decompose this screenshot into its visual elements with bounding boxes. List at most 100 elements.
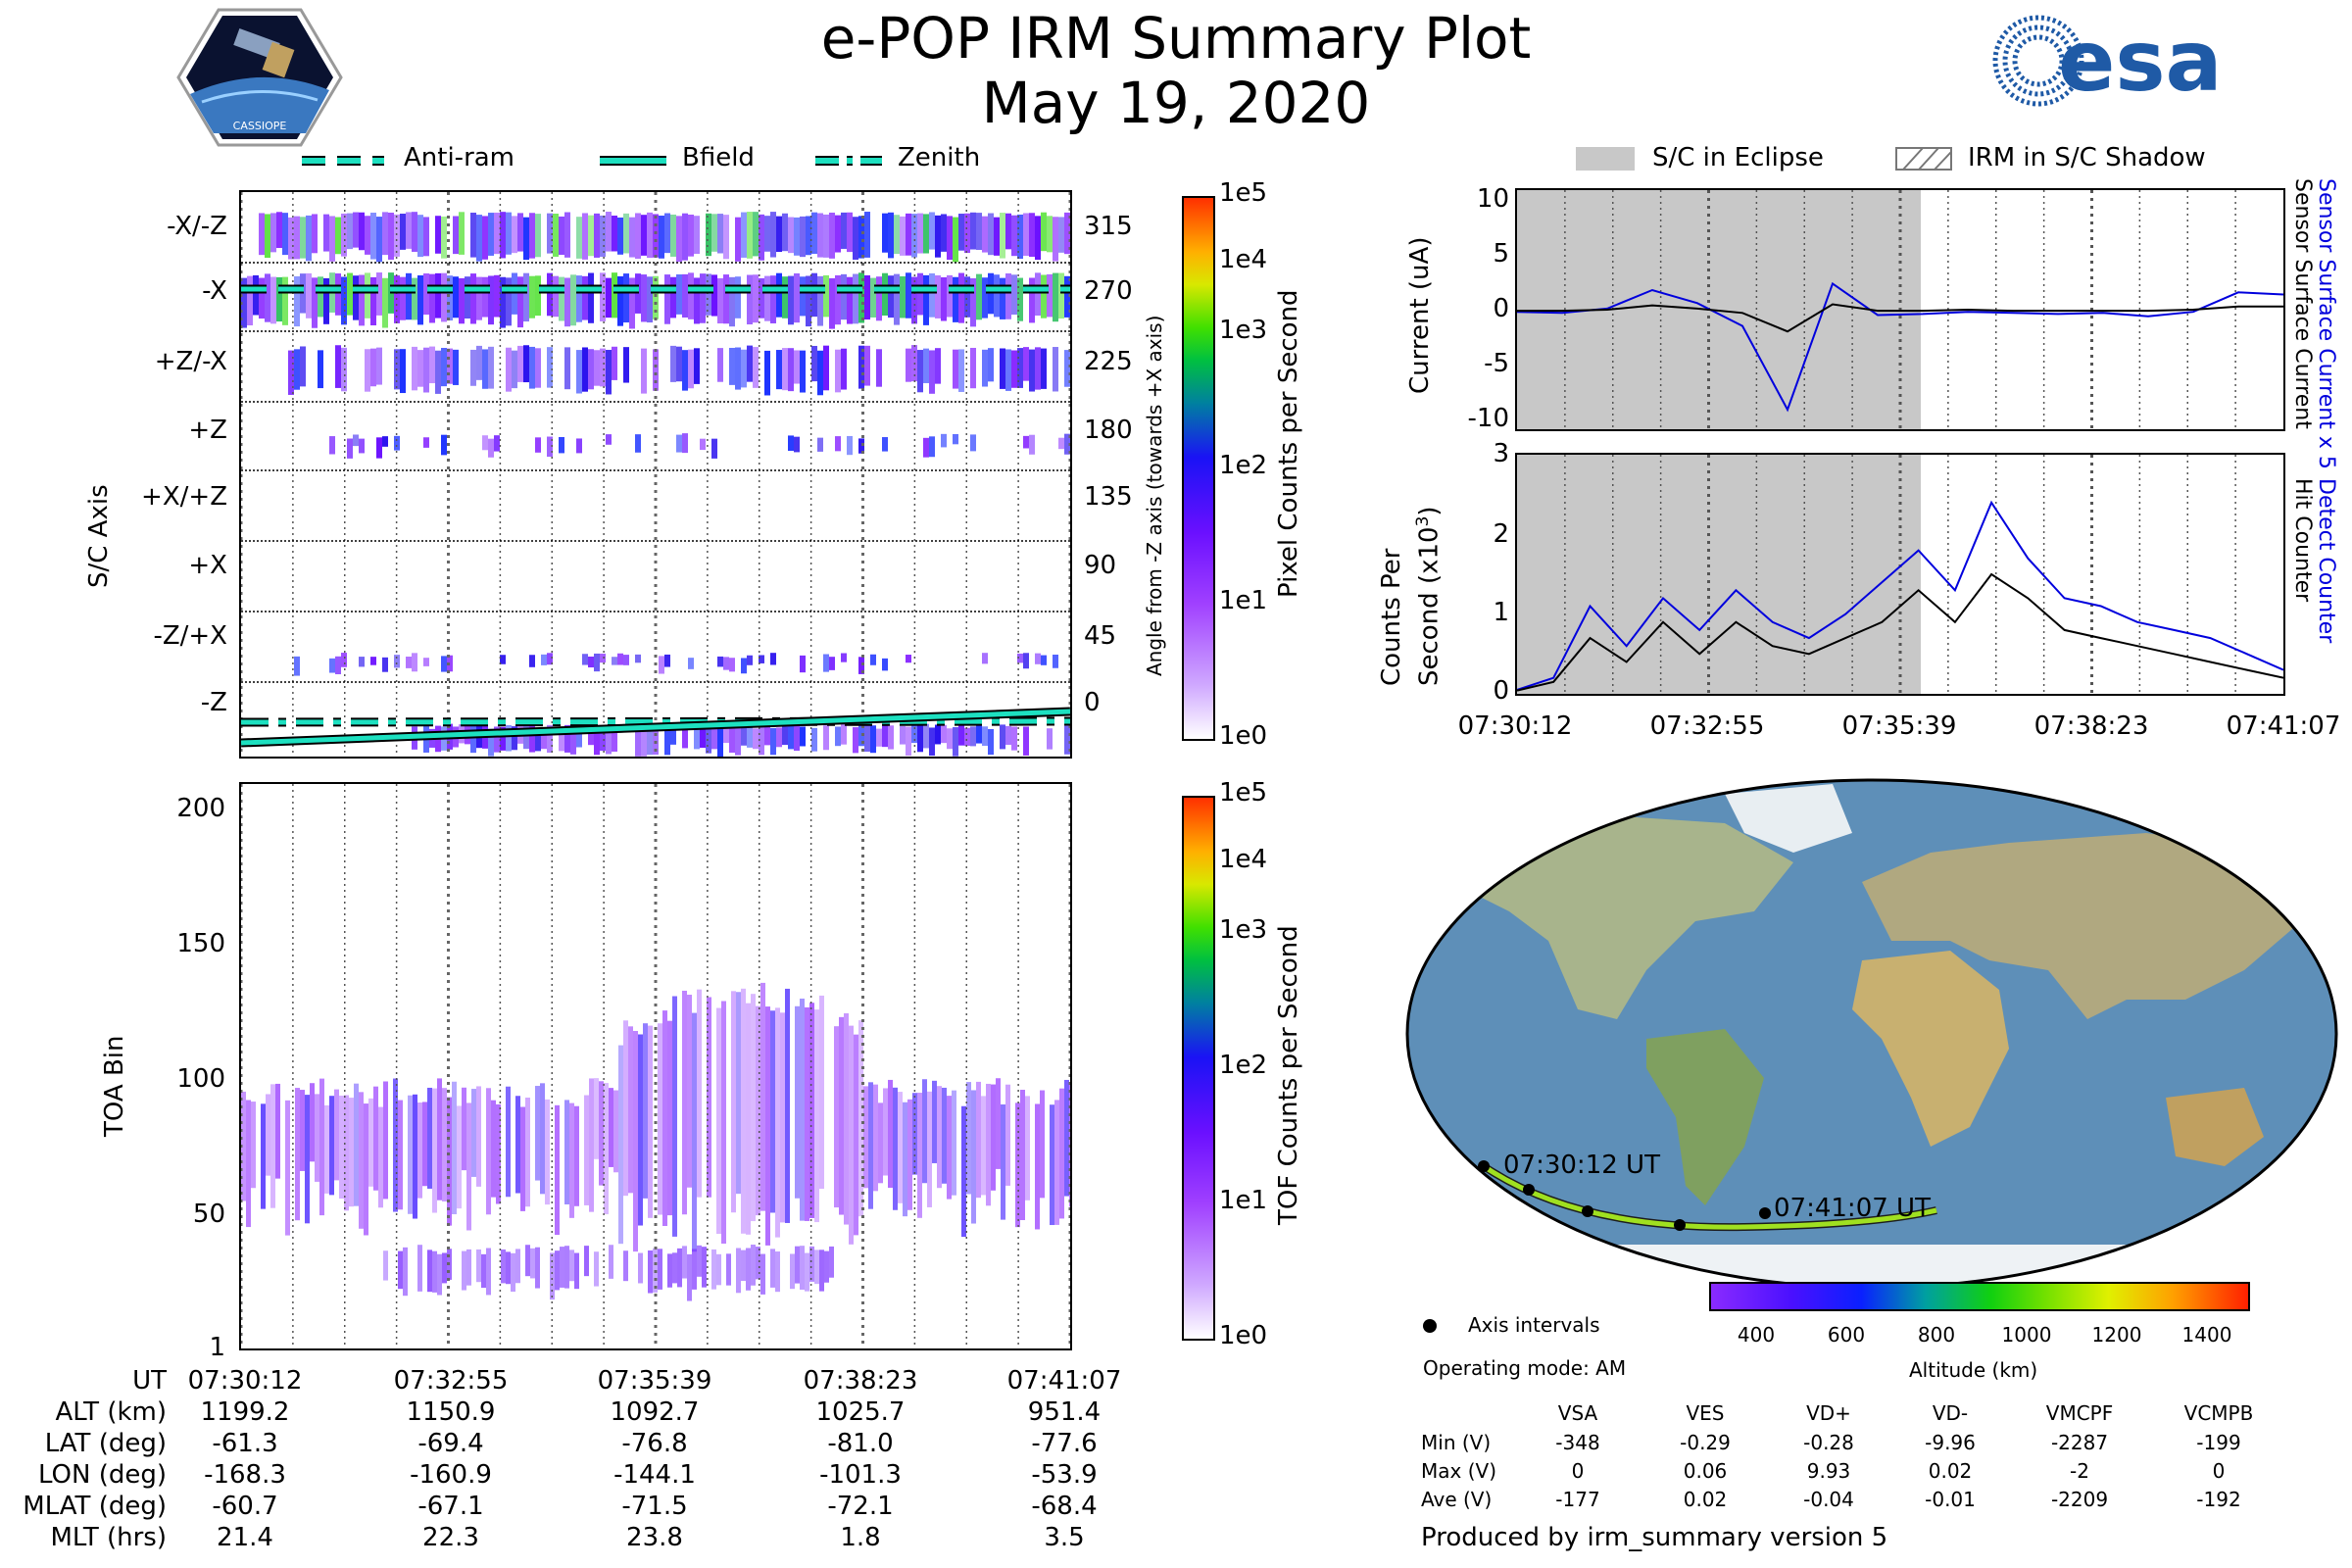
heatmap-cell — [623, 655, 629, 665]
heatmap-cell — [294, 275, 300, 327]
heatmap-cell — [612, 723, 617, 752]
heatmap-cell — [488, 275, 494, 325]
heatmap-cell — [994, 217, 1000, 256]
series-line-hit — [1517, 572, 2283, 692]
heatmap-cell — [523, 217, 529, 261]
heatmap-cell — [1041, 348, 1047, 389]
toa-cell — [535, 1086, 540, 1181]
voltage-value: -0.28 — [1803, 1431, 1854, 1454]
toa-cell — [261, 1103, 266, 1209]
heatmap-cell — [376, 437, 382, 459]
toa-cell-low — [819, 1250, 824, 1292]
heatmap-cell — [982, 277, 988, 318]
heatmap-cell — [294, 656, 300, 676]
cassiope-logo: CASSIOPE — [176, 4, 343, 151]
toa-cell-low — [594, 1251, 599, 1287]
toa-heatmap — [241, 982, 1070, 1301]
heatmap-cell — [923, 723, 929, 749]
toa-ytick: 100 — [176, 1064, 225, 1094]
operating-mode: Operating mode: AM — [1423, 1356, 1627, 1380]
heatmap-cell — [764, 216, 770, 252]
heatmap-cell — [600, 348, 606, 387]
counts-xtick: 07:35:39 — [1841, 711, 1957, 741]
heatmap-cell — [800, 216, 806, 258]
heatmap-cell — [982, 726, 988, 747]
heatmap-cell — [612, 346, 617, 380]
toa-cell — [266, 1094, 270, 1176]
angle-tick-label: 270 — [1084, 276, 1133, 306]
heatmap-cell — [576, 217, 582, 259]
ephemeris-value: 3.5 — [1044, 1523, 1085, 1552]
heatmap-cell — [1053, 654, 1058, 668]
heatmap-cell — [329, 436, 335, 455]
ephemeris-value: -101.3 — [819, 1460, 902, 1490]
voltage-value: 0.06 — [1683, 1459, 1728, 1483]
toa-cell — [707, 997, 711, 1198]
toa-cell-low — [417, 1245, 422, 1292]
heatmap-cell — [953, 217, 958, 263]
heatmap-cell — [941, 433, 947, 448]
heatmap-cell — [823, 274, 829, 318]
heatmap-cell — [582, 347, 588, 392]
heatmap-cell — [870, 277, 876, 318]
heatmap-cell — [864, 212, 870, 258]
toa-cell-low — [383, 1250, 388, 1281]
heatmap-cell — [835, 726, 841, 747]
heatmap-cell — [1053, 217, 1058, 262]
heatmap-cell — [1011, 215, 1017, 257]
heatmap-cell — [753, 274, 759, 323]
heatmap-cell — [811, 727, 817, 752]
heatmap-cell — [988, 348, 994, 382]
angle-tick-label: 225 — [1084, 347, 1133, 376]
shadow-swatch — [1895, 147, 1952, 171]
heatmap-cell — [882, 724, 888, 748]
heatmap-cell — [870, 654, 876, 665]
heatmap-cell — [800, 276, 806, 317]
heatmap-cell — [412, 277, 417, 320]
voltage-row-label: Min (V) — [1421, 1431, 1492, 1454]
heatmap-cell — [706, 213, 711, 257]
heatmap-cell — [794, 723, 800, 752]
heatmap-cell — [547, 213, 553, 254]
toa-cell — [971, 1090, 976, 1224]
heatmap-cell — [894, 273, 900, 325]
ephemeris-value: -76.8 — [621, 1429, 688, 1458]
heatmap-cell — [517, 213, 523, 252]
ephemeris-value: 22.3 — [422, 1523, 479, 1552]
heatmap-cell — [741, 658, 747, 674]
heatmap-cell — [476, 215, 482, 262]
toa-cell-low — [682, 1246, 687, 1279]
heatmap-cell — [600, 653, 606, 663]
heatmap-cell — [635, 213, 641, 260]
heatmap-cell — [529, 213, 535, 259]
toa-cell — [442, 1088, 447, 1201]
legend-shadow: IRM in S/C Shadow — [1968, 143, 2206, 172]
heatmap-cell — [594, 726, 600, 756]
axis-row-label: -X — [202, 276, 227, 306]
heatmap-cell — [588, 656, 594, 668]
heatmap-cell — [365, 216, 370, 255]
heatmap-cell — [1035, 653, 1041, 664]
counts-xtick: 07:30:12 — [1457, 711, 1573, 741]
heatmap-cell — [835, 274, 841, 325]
heatmap-cell — [306, 215, 312, 262]
toa-cell-low — [726, 1253, 731, 1286]
heatmap-cell — [1047, 273, 1053, 318]
heatmap-cell — [906, 655, 911, 663]
heatmap-cell — [759, 277, 764, 318]
heatmap-cell — [906, 726, 911, 757]
heatmap-cell — [788, 275, 794, 325]
heatmap-cell — [941, 214, 947, 252]
heatmap-cell — [318, 276, 323, 318]
counts-ytick: 2 — [1493, 519, 1509, 549]
toa-cell-low — [550, 1252, 555, 1300]
toa-cell — [952, 1090, 956, 1196]
heatmap-cell — [929, 272, 935, 318]
heatmap-cell — [388, 212, 394, 260]
toa-colorbar-tick: 1e2 — [1219, 1051, 1268, 1080]
voltage-value: 9.93 — [1806, 1459, 1851, 1483]
heatmap-cell — [700, 726, 706, 749]
heatmap-cell — [465, 276, 470, 319]
heatmap-cell — [676, 434, 682, 453]
toa-cell-low — [756, 1247, 760, 1280]
